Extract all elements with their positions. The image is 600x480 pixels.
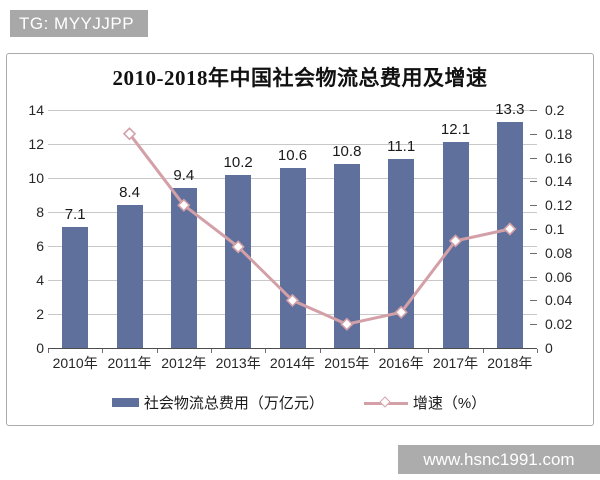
growth-line-layer [122,127,517,331]
x-axis-tick [156,349,158,353]
x-axis-tick-label: 2016年 [378,355,424,371]
line-swatch-icon [363,395,408,409]
left-axis-tick-label: 6 [36,238,44,254]
right-axis-tick-label: 0.08 [545,244,573,261]
left-axis-tick-label: 4 [36,272,44,288]
x-axis-tick [428,349,430,353]
legend: 社会物流总费用（万亿元） 增速（%） [6,392,592,413]
legend-item-line: 增速（%） [363,392,487,413]
right-axis-tick [530,181,537,183]
right-axis-tick [530,300,537,302]
right-axis-tick-label: 0.18 [545,125,573,142]
bar-value-label: 9.4 [173,167,195,185]
bar-swatch-icon [111,398,139,407]
right-axis-tick-label: 0.12 [545,197,573,214]
bar-value-label: 10.6 [277,146,308,164]
right-axis-tick-label: 0.02 [545,316,573,333]
right-axis-tick-label: 0.1 [545,221,565,237]
right-axis-tick [530,205,537,207]
diamond-marker-icon [122,127,137,141]
x-axis-tick-label: 2014年 [269,355,316,371]
left-axis-tick-label: 12 [28,136,44,152]
diamond-marker-icon [231,240,245,254]
growth-line [128,132,511,326]
x-axis-tick-label: 2018年 [487,355,533,371]
right-axis-tick [530,276,537,278]
legend-item-bars: 社会物流总费用（万亿元） [111,392,324,413]
bar-2015年 [333,164,360,348]
right-axis-tick [530,133,537,135]
diamond-marker-icon [177,198,191,212]
bar-2014年 [279,167,306,348]
bar-value-label: 10.2 [223,153,253,171]
x-axis-tick-label: 2012年 [161,355,207,371]
right-axis-tick [530,157,537,159]
left-axis-tick-label: 10 [28,170,44,186]
right-axis-tick-label: 0.16 [545,149,573,166]
right-axis-tick [530,229,537,230]
diamond-marker-icon [285,293,300,308]
bar-value-label: 12.1 [440,121,471,139]
x-axis-tick [537,349,538,353]
bar-2012年 [170,188,197,348]
x-axis-tick-label: 2011年 [107,355,152,371]
right-axis-tick [530,324,537,326]
site-watermark: www.hsnc1991.com [398,445,600,474]
bar-value-label: 11.1 [387,138,416,156]
right-axis-tick-label: 0.04 [545,292,573,309]
right-axis-tick-label: 0.14 [545,173,573,190]
x-axis-tick [482,349,484,353]
right-axis-tick [530,252,537,254]
right-axis-tick-label: 0.2 [545,102,565,118]
x-axis-tick-label: 2013年 [215,355,261,371]
gridline [48,143,537,145]
diamond-marker-icon [394,305,408,319]
legend-label-line: 增速（%） [412,395,487,412]
left-axis-tick-label: 8 [36,204,44,220]
bar-value-label: 7.1 [64,206,86,224]
legend-label-bars: 社会物流总费用（万亿元） [143,395,324,412]
gridline [48,109,537,111]
bar-2010年 [62,227,89,348]
right-axis-tick [530,110,537,111]
diamond-marker-icon [340,317,354,331]
x-axis-tick [48,349,49,353]
x-axis-tick [265,349,267,353]
left-axis-tick-label: 0 [36,340,44,356]
left-axis-tick-label: 14 [28,102,44,118]
right-axis-tick-label: 0 [545,340,553,356]
tg-badge: TG: MYYJJPP [10,10,149,37]
diamond-marker-icon [503,222,517,236]
bar-value-label: 13.3 [495,100,525,118]
x-axis-tick [319,349,321,353]
diamond-marker-icon [448,234,463,248]
x-axis-tick-label: 2015年 [324,355,370,371]
x-axis-tick [211,349,212,353]
bar-value-label: 10.8 [332,143,362,161]
x-axis-tick [374,349,375,353]
chart-title: 2010-2018年中国社会物流总费用及增速 [112,66,488,90]
left-axis-tick-label: 2 [36,306,44,322]
right-axis-tick-label: 0.06 [545,268,573,285]
x-axis-tick-label: 2017年 [432,355,479,371]
bar-2013年 [225,174,252,348]
x-axis-line [48,348,537,349]
bar-2011年 [116,205,143,348]
bar-value-label: 8.4 [119,184,140,202]
x-axis-tick [102,349,104,353]
diamond-marker-icon [379,395,391,408]
x-axis-tick-label: 2010年 [52,355,98,371]
